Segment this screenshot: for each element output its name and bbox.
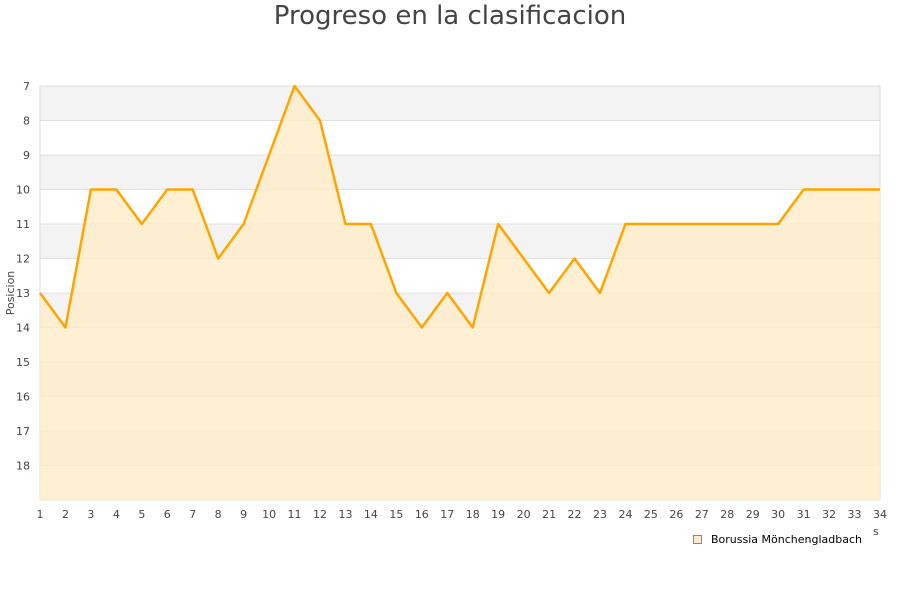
x-tick-label: 2 <box>62 508 69 521</box>
series-area <box>40 86 880 500</box>
x-tick-label: 16 <box>415 508 429 521</box>
x-tick-label: 17 <box>440 508 454 521</box>
x-tick-label: 34 <box>873 508 887 521</box>
x-tick-label: 28 <box>720 508 734 521</box>
plot-band <box>40 120 880 155</box>
y-tick-label: 17 <box>16 425 30 438</box>
x-tick-label: 8 <box>215 508 222 521</box>
x-tick-label: 12 <box>313 508 327 521</box>
x-tick-label: 11 <box>288 508 302 521</box>
y-tick-label: 16 <box>16 391 30 404</box>
x-tick-label: 25 <box>644 508 658 521</box>
plot-band <box>40 86 880 121</box>
x-tick-label: 19 <box>491 508 505 521</box>
x-tick-label: 21 <box>542 508 556 521</box>
x-tick-label: 3 <box>87 508 94 521</box>
y-tick-label: 7 <box>23 80 30 93</box>
x-tick-label: 33 <box>848 508 862 521</box>
x-tick-label: 32 <box>822 508 836 521</box>
series-line <box>38 84 880 329</box>
x-tick-label: 14 <box>364 508 378 521</box>
x-tick-label: 30 <box>771 508 785 521</box>
x-tick-label: 1 <box>37 508 44 521</box>
x-tick-label: 4 <box>113 508 120 521</box>
y-tick-label: 14 <box>16 322 30 335</box>
plot-band <box>40 155 880 190</box>
legend-swatch[interactable] <box>693 535 702 544</box>
x-tick-label: 22 <box>568 508 582 521</box>
chart-title: Progreso en la clasificacion <box>273 1 627 31</box>
y-tick-label: 13 <box>16 287 30 300</box>
x-axis-label-fragment: s <box>873 525 879 538</box>
y-tick-label: 12 <box>16 253 30 266</box>
y-tick-label: 8 <box>23 115 30 128</box>
x-tick-label: 9 <box>240 508 247 521</box>
y-tick-label: 10 <box>16 184 30 197</box>
x-tick-label: 20 <box>517 508 531 521</box>
x-tick-label: 29 <box>746 508 760 521</box>
y-tick-label: 18 <box>16 460 30 473</box>
y-tick-label: 11 <box>16 218 30 231</box>
x-tick-label: 23 <box>593 508 607 521</box>
x-tick-label: 15 <box>389 508 403 521</box>
x-tick-label: 13 <box>338 508 352 521</box>
y-axis-label: Posicion <box>4 271 17 316</box>
x-tick-label: 7 <box>189 508 196 521</box>
x-tick-label: 10 <box>262 508 276 521</box>
legend-label[interactable]: Borussia Mönchengladbach <box>711 533 862 546</box>
x-tick-label: 31 <box>797 508 811 521</box>
x-tick-label: 26 <box>669 508 683 521</box>
x-tick-label: 18 <box>466 508 480 521</box>
x-tick-label: 5 <box>138 508 145 521</box>
x-tick-label: 27 <box>695 508 709 521</box>
x-tick-label: 24 <box>618 508 632 521</box>
y-tick-label: 9 <box>23 149 30 162</box>
x-tick-label: 6 <box>164 508 171 521</box>
y-tick-label: 15 <box>16 356 30 369</box>
